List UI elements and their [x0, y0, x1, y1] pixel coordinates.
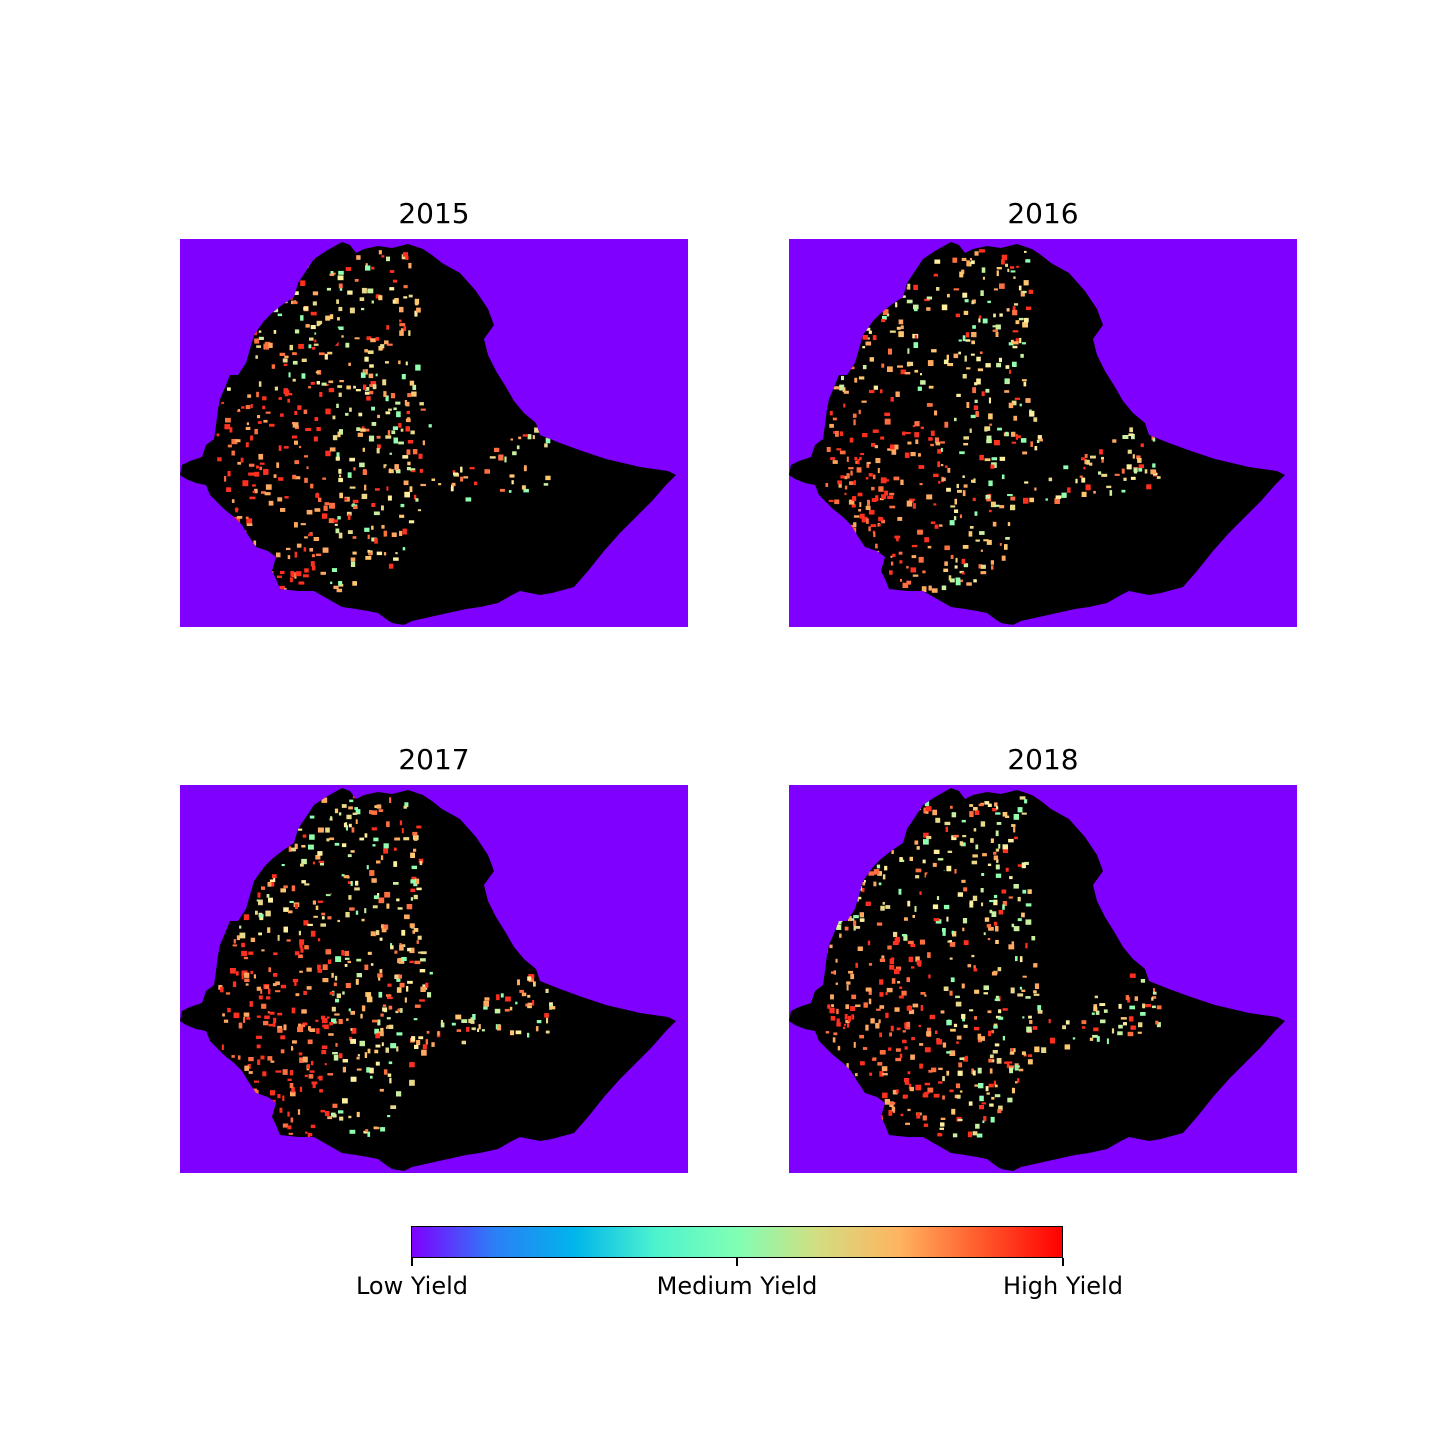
- yield-speckle: [218, 796, 556, 1139]
- panel-title-2016: 2016: [1007, 197, 1079, 230]
- colorbar-tick-high: [1062, 1258, 1064, 1266]
- map-panel-2017: [180, 785, 688, 1173]
- map-panel-2018: [789, 785, 1297, 1173]
- yield-map-2015: [180, 239, 688, 627]
- colorbar-label-medium: Medium Yield: [656, 1272, 818, 1300]
- lake-shape: [316, 868, 340, 894]
- map-panel-2016: [789, 239, 1297, 627]
- yield-map-2018: [789, 785, 1297, 1173]
- panel-title-2018: 2018: [1007, 743, 1079, 776]
- map-panel-2015: [180, 239, 688, 627]
- panel-title-2017: 2017: [398, 743, 470, 776]
- colorbar-label-high: High Yield: [1003, 1272, 1123, 1300]
- lake-shape: [925, 322, 949, 348]
- panel-title-2015: 2015: [398, 197, 470, 230]
- colorbar: [411, 1226, 1063, 1258]
- country-shape: [789, 788, 1285, 1171]
- colorbar-tick-medium: [736, 1258, 738, 1266]
- lake-shape: [925, 868, 949, 894]
- colorbar-tick-low: [411, 1258, 413, 1266]
- country-shape: [180, 788, 676, 1171]
- yield-map-2016: [789, 239, 1297, 627]
- country-shape: [180, 242, 676, 625]
- yield-map-2017: [180, 785, 688, 1173]
- lake-shape: [316, 322, 340, 348]
- colorbar-label-low: Low Yield: [355, 1272, 469, 1300]
